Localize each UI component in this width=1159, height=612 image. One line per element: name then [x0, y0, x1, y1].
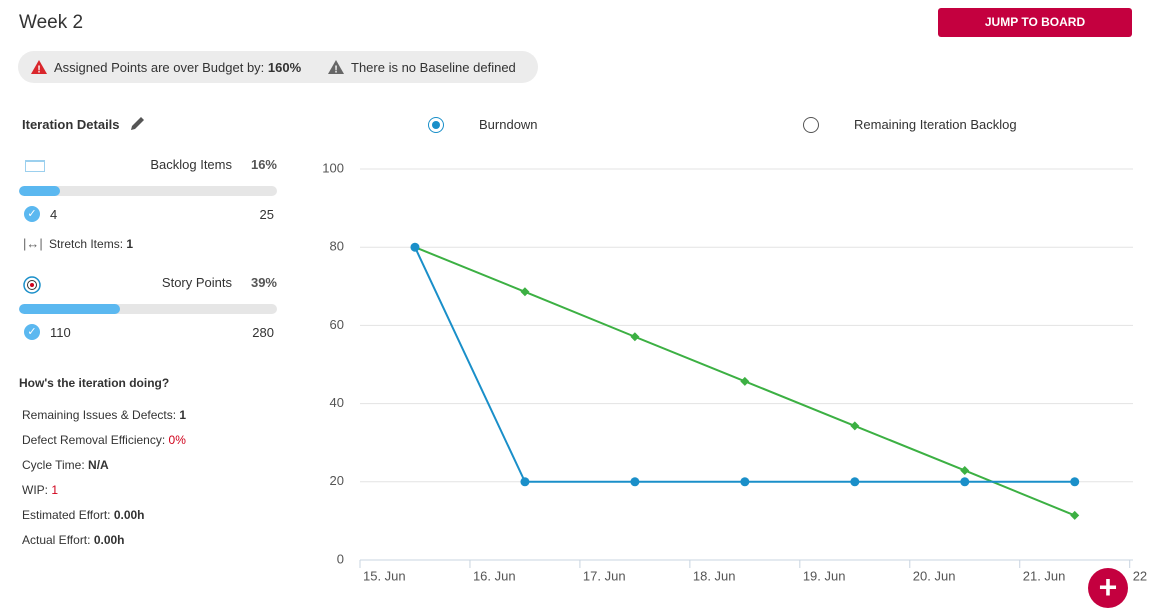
- x-tick-label: 20. Jun: [913, 568, 956, 583]
- points-track: [19, 304, 277, 314]
- y-tick-label: 40: [330, 395, 344, 410]
- health-label: Defect Removal Efficiency:: [22, 433, 166, 447]
- health-item: WIP: 1: [22, 483, 58, 497]
- health-item: Cycle Time: N/A: [22, 458, 109, 472]
- health-value: N/A: [88, 458, 109, 472]
- x-tick-label: 15. Jun: [363, 568, 406, 583]
- jump-button[interactable]: JUMP TO BOARD: [938, 8, 1132, 37]
- health-label: Cycle Time:: [22, 458, 85, 472]
- backlog-total: 25: [259, 207, 274, 222]
- stretch-icon: |↔|: [23, 236, 43, 251]
- health-label: WIP:: [22, 483, 48, 497]
- health-value: 0.00h: [113, 508, 145, 522]
- point: [740, 376, 750, 386]
- check-icon: ✓: [24, 206, 40, 222]
- point: [850, 421, 860, 431]
- point: [630, 332, 640, 342]
- y-tick-label: 100: [322, 160, 344, 175]
- x-tick-label: 16. Jun: [473, 568, 516, 583]
- point: [960, 477, 970, 487]
- backlog-progress: [19, 186, 61, 196]
- add-button[interactable]: +: [1088, 568, 1128, 608]
- points-progress: [19, 304, 120, 314]
- backlog-track: [19, 186, 277, 196]
- svg-text:!: !: [37, 65, 40, 75]
- x-tick-label: 18. Jun: [693, 568, 736, 583]
- series-line: [414, 246, 1075, 483]
- y-tick-label: 60: [330, 317, 344, 332]
- stretch-value: 1: [126, 237, 134, 251]
- alert-text: There is no Baseline defined: [351, 60, 516, 75]
- radio-label[interactable]: Burndown: [479, 117, 538, 132]
- radio[interactable]: [803, 117, 819, 133]
- warning-icon: !: [31, 60, 47, 75]
- chart: 0 20 40 60 80 100 15. Jun 16. Jun 17. Jun 18. Jun…: [322, 160, 1147, 583]
- y-tick-label: 80: [330, 239, 344, 254]
- backlog-label: Backlog Items: [150, 157, 232, 172]
- x-tick-label: 19. Jun: [803, 568, 846, 583]
- x-tick-label: 21. Jun: [1023, 568, 1066, 583]
- health-item: Estimated Effort: 0.00h: [22, 508, 145, 522]
- point: [1070, 477, 1080, 487]
- health-item: Actual Effort: 0.00h: [22, 533, 125, 547]
- point: [520, 477, 530, 487]
- health-title: How's the iteration doing?: [19, 376, 170, 390]
- stretch-text: Stretch Items: 1: [49, 237, 133, 251]
- point: [740, 477, 750, 487]
- svg-text:!: !: [334, 65, 337, 75]
- check-icon: ✓: [24, 324, 40, 340]
- stretch-label: Stretch Items:: [49, 237, 124, 251]
- info-icon: !: [328, 60, 344, 75]
- y-tick-label: 20: [330, 473, 344, 488]
- backlog-done: 4: [50, 207, 58, 222]
- details-title: Iteration Details: [22, 117, 120, 132]
- health-value: 1: [179, 408, 187, 422]
- health-value: 0%: [168, 433, 186, 447]
- point: [1070, 510, 1080, 520]
- radio-dot: [432, 121, 440, 129]
- point: [630, 477, 640, 487]
- point: [960, 465, 970, 475]
- point: [520, 287, 530, 297]
- health-value: 0.00h: [93, 533, 125, 547]
- alert-text: Assigned Points are over Budget by: 160%: [54, 60, 301, 75]
- backlog-percent: 16%: [250, 157, 277, 172]
- x-tick-label: 17. Jun: [583, 568, 626, 583]
- alert-bar: [18, 51, 538, 83]
- y-tick-label: 0: [337, 551, 344, 566]
- point: [850, 477, 860, 487]
- health-label: Remaining Issues & Defects:: [22, 408, 177, 422]
- edit-icon[interactable]: [129, 114, 147, 132]
- points-label: Story Points: [161, 275, 232, 290]
- health-item: Defect Removal Efficiency: 0%: [22, 433, 186, 447]
- alert-label: Assigned Points are over Budget by:: [54, 60, 265, 75]
- points-icon: [23, 276, 41, 294]
- points-total: 280: [252, 325, 274, 340]
- health-value: 1: [51, 483, 59, 497]
- health-label: Estimated Effort:: [22, 508, 111, 522]
- health-item: Remaining Issues & Defects: 1: [22, 408, 186, 422]
- radio[interactable]: [428, 117, 444, 133]
- page-title: Week 2: [19, 12, 84, 33]
- backlog-icon: [25, 160, 45, 172]
- radio-label[interactable]: Remaining Iteration Backlog: [854, 117, 1017, 132]
- points-done: 110: [50, 325, 71, 340]
- alert-value: 160%: [267, 60, 302, 75]
- points-percent: 39%: [250, 275, 277, 290]
- point: [410, 242, 420, 252]
- health-label: Actual Effort:: [22, 533, 91, 547]
- x-tick-label: 22: [1133, 568, 1147, 583]
